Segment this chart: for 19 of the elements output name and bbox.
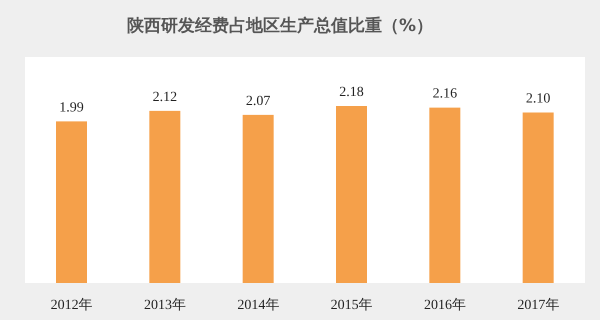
data-label: 2.12	[152, 90, 178, 105]
chart-title: 陕西研发经费占地区生产总值比重（%）	[126, 15, 434, 37]
data-label: 1.99	[59, 100, 84, 116]
bar	[56, 121, 87, 283]
data-label: 2.18	[339, 85, 364, 100]
x-tick-label: 2013年	[144, 296, 186, 313]
x-tick-label: 2015年	[330, 296, 373, 313]
bar	[429, 108, 460, 283]
bar	[242, 114, 274, 283]
data-label: 2.16	[432, 86, 458, 102]
bar	[336, 106, 367, 283]
x-tick-label: 2012年	[50, 296, 93, 313]
x-tick-label: 2016年	[424, 296, 466, 313]
bar	[149, 110, 180, 283]
x-tick-label: 2014年	[237, 296, 280, 313]
x-tick-label: 2017年	[517, 296, 560, 313]
data-label: 2.07	[246, 94, 270, 109]
data-label: 2.10	[526, 91, 550, 106]
bar	[522, 112, 554, 283]
